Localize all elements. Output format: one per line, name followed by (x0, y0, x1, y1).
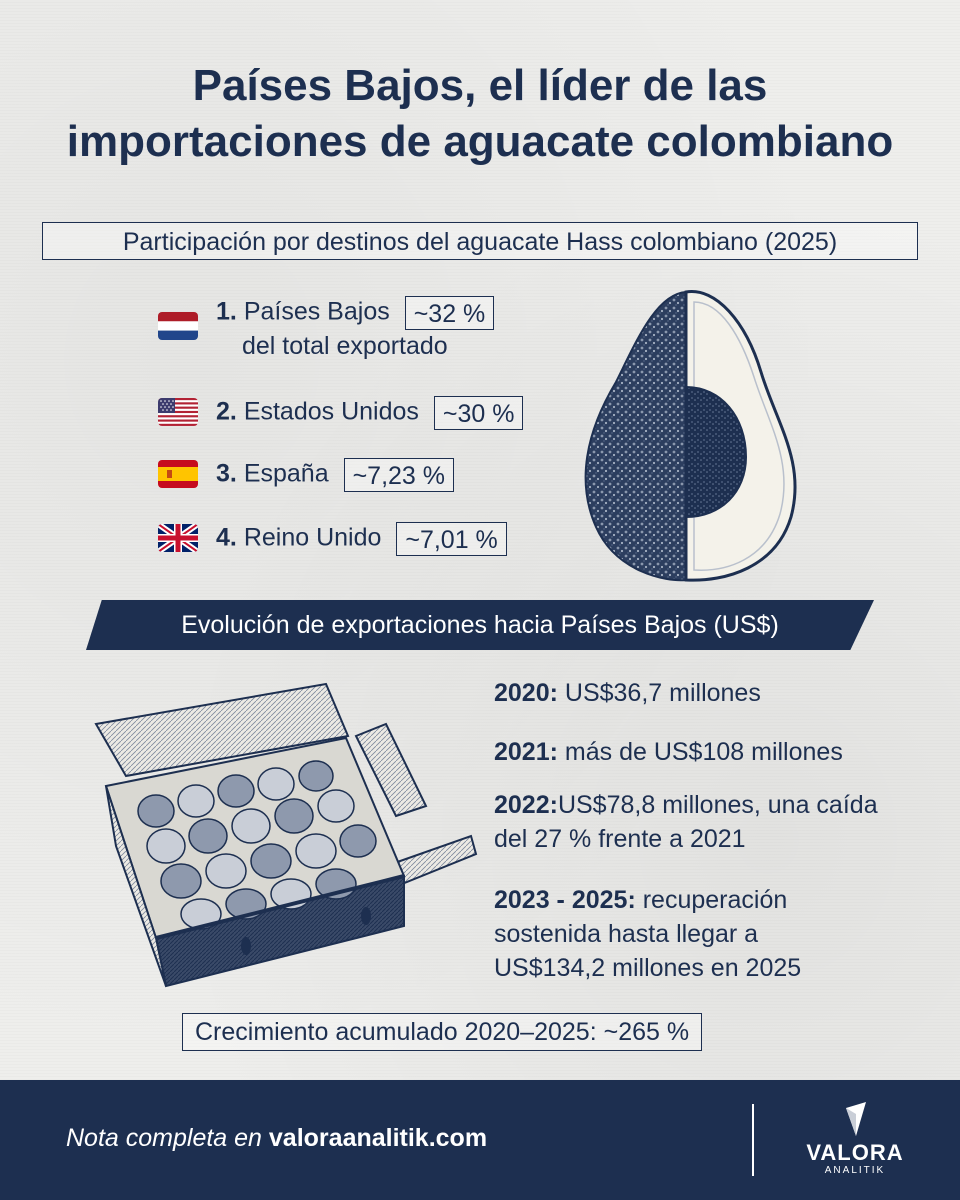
spain-flag-icon (158, 460, 198, 488)
fact-year: 2022: (494, 791, 558, 819)
destination-note: del total exportado (242, 332, 448, 360)
destination-rank: 2. (216, 397, 237, 426)
destination-rank: 3. (216, 459, 237, 488)
fact-year: 2023 - 2025: (494, 886, 636, 914)
footer-note-prefix: Nota completa en (66, 1124, 269, 1152)
export-fact-2022: 2022:US$78,8 millones, una caída del 27 … (494, 788, 884, 856)
fact-text: recuperación sostenida hasta llegar a US… (494, 886, 802, 982)
fact-text: más de US$108 millones (557, 738, 843, 766)
destination-percentage: ~7,01 % (396, 522, 507, 556)
avocado-crate-illustration (94, 682, 478, 988)
destination-percentage: ~30 % (433, 396, 524, 430)
logo-mark-icon (846, 1102, 866, 1136)
uk-flag-icon (158, 524, 198, 552)
fact-text: US$78,8 millones, una caída del 27 % fre… (494, 791, 878, 853)
destination-name: Estados Unidos (243, 397, 419, 426)
logo-name: VALORA (806, 1140, 904, 1165)
footer: Nota completa en valoraanalitik.com VALO… (0, 1080, 960, 1200)
section-destinations-heading: Participación por destinos del aguacate … (42, 222, 918, 260)
valora-analitik-logo: VALORA ANALITIK (790, 1102, 920, 1182)
logo-subtitle: ANALITIK (824, 1165, 886, 1176)
export-fact-2020: 2020: US$36,7 millones (494, 676, 914, 710)
export-fact-2021: 2021: más de US$108 millones (494, 735, 914, 769)
netherlands-flag-icon (158, 312, 198, 340)
destination-percentage: ~7,23 % (343, 458, 454, 492)
destination-rank: 1. (216, 297, 237, 326)
fact-text: US$36,7 millones (557, 679, 761, 707)
title-line-1: Países Bajos, el líder de las (192, 61, 768, 110)
footer-site-link[interactable]: valoraanalitik.com (268, 1124, 488, 1152)
fact-year: 2020: (494, 679, 558, 707)
footer-divider (752, 1104, 754, 1176)
export-fact-2023-2025: 2023 - 2025: recuperación sostenida hast… (494, 883, 854, 985)
section-evolution-banner: Evolución de exportaciones hacia Países … (86, 600, 874, 650)
cumulative-growth-box: Crecimiento acumulado 2020–2025: ~265 % (182, 1013, 703, 1051)
avocado-illustration (584, 290, 797, 582)
destination-rank: 4. (216, 523, 237, 552)
destination-percentage: ~32 % (404, 296, 495, 330)
destination-name: Países Bajos (243, 297, 390, 326)
page-title: Países Bajos, el líder de las importacio… (0, 58, 960, 170)
destination-name: Reino Unido (243, 523, 382, 552)
fact-year: 2021: (494, 738, 558, 766)
footer-note: Nota completa en valoraanalitik.com (66, 1124, 487, 1153)
destination-name: España (243, 459, 329, 488)
title-line-2: importaciones de aguacate colombiano (66, 117, 894, 166)
usa-flag-icon (158, 398, 198, 426)
